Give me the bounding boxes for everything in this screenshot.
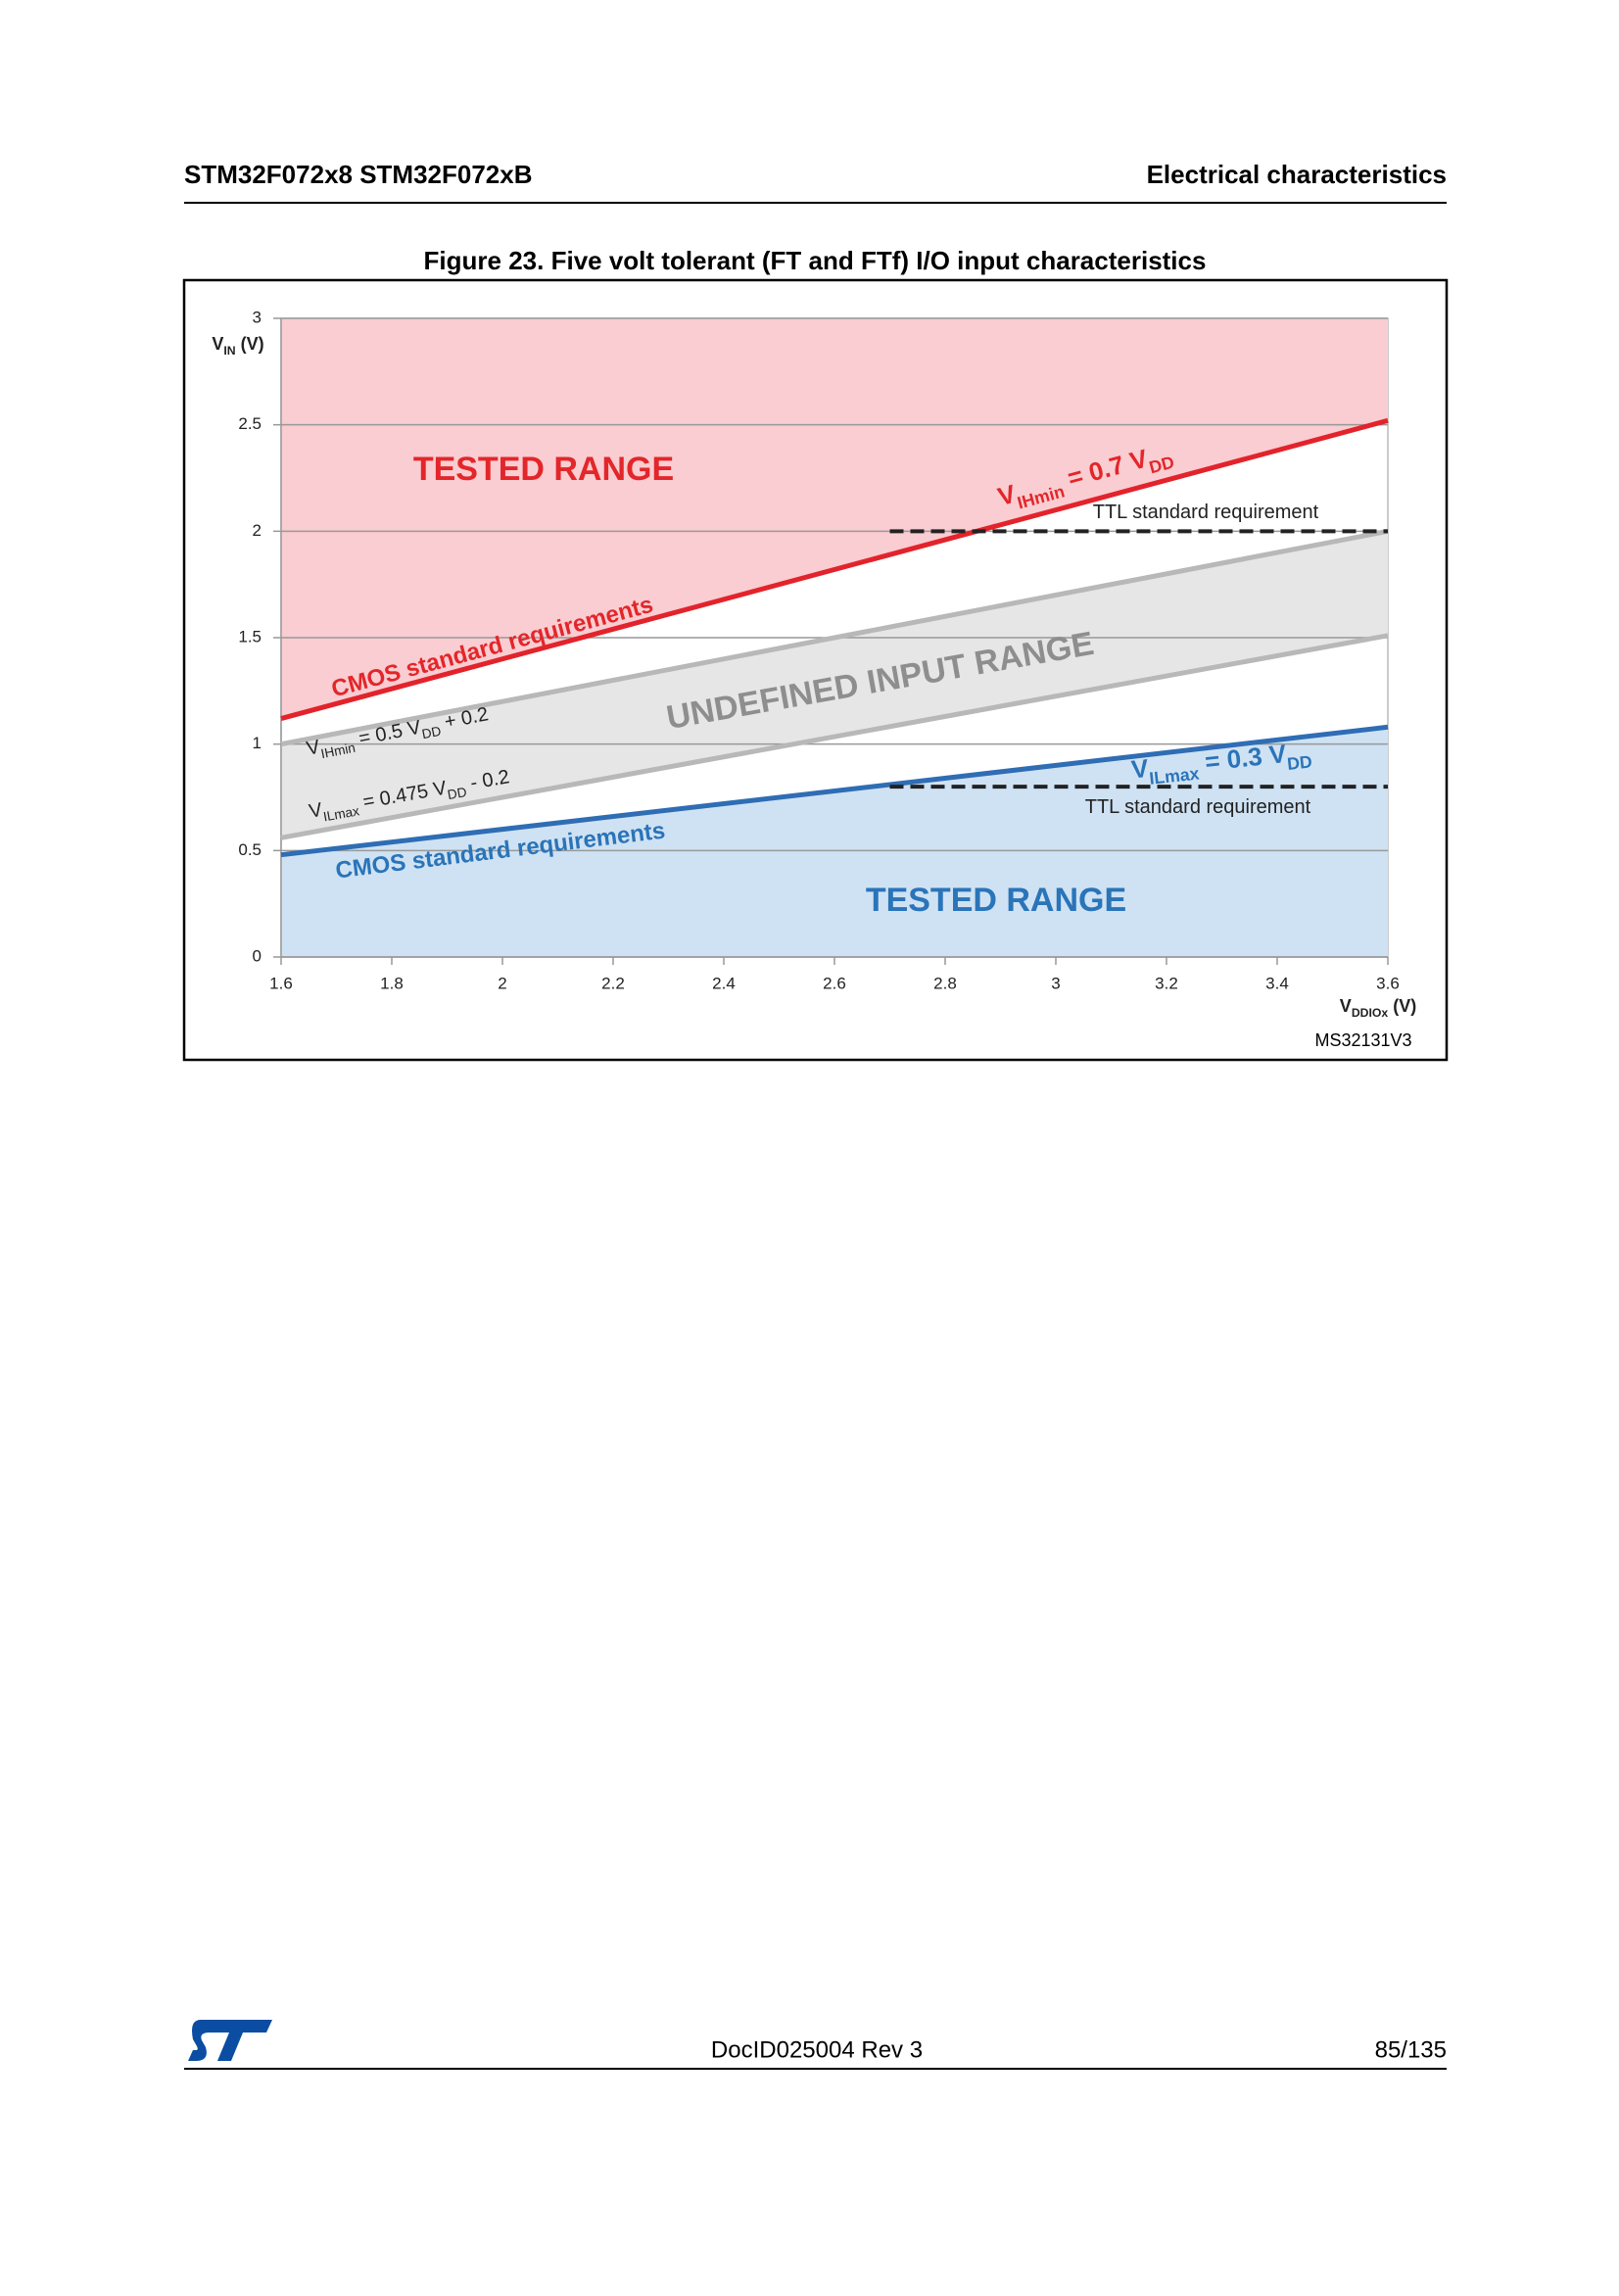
logo-shape xyxy=(188,2020,272,2061)
annotation-part: TESTED RANGE xyxy=(413,451,674,488)
region-fill xyxy=(281,318,1388,719)
annotation-sub: DD xyxy=(1286,751,1313,774)
annotation-part: V xyxy=(1130,753,1151,785)
header-right: Electrical characteristics xyxy=(1147,160,1447,189)
y-tick-label: 2.5 xyxy=(238,414,262,433)
x-axis-label: VDDIOx (V) xyxy=(1340,996,1416,1020)
y-axis-label-sub: IN xyxy=(223,344,235,358)
annotation-sub: DD xyxy=(447,785,468,802)
series-line xyxy=(280,724,1389,858)
x-tick-label: 2.8 xyxy=(933,974,957,992)
x-tick-label: 1.6 xyxy=(269,974,293,992)
figure-caption: Figure 23. Five volt tolerant (FT and FT… xyxy=(424,246,1207,275)
y-tick-label: 0.5 xyxy=(238,840,262,859)
x-tick-label: 2.4 xyxy=(712,974,736,992)
x-axis-label-part: V xyxy=(1340,996,1352,1016)
figure-code: MS32131V3 xyxy=(1314,1030,1411,1050)
y-axis-label-part: V xyxy=(212,334,223,354)
region-fill xyxy=(281,531,1388,838)
annotation-part: TTL standard requirement xyxy=(1093,502,1319,523)
x-axis-label-part: (V) xyxy=(1388,996,1416,1016)
footer-page: 85/135 xyxy=(1375,2036,1447,2063)
annotation-part: TESTED RANGE xyxy=(866,882,1126,919)
plot: 0 0.5 1 1.5 2 2.5 3 1.6 1.8 2 2.2 2.4 2.6 2.8 3 3.2 3.4 3… xyxy=(212,308,1416,1020)
x-tick-label: 3 xyxy=(1051,974,1060,992)
annotation-part: V xyxy=(305,737,322,760)
y-tick-label: 3 xyxy=(253,308,262,326)
y-tick-label: 1 xyxy=(253,734,262,752)
x-tick-label: 3.2 xyxy=(1155,974,1178,992)
x-tick-label: 1.8 xyxy=(380,974,404,992)
series-line xyxy=(280,417,1389,722)
annotation: TTL standard requirement xyxy=(1085,796,1311,818)
st-logo xyxy=(188,2020,272,2061)
series-line xyxy=(280,528,1389,747)
y-tick-label: 1.5 xyxy=(238,627,262,646)
footer-doc-id: DocID025004 Rev 3 xyxy=(711,2036,923,2063)
y-tick-label: 2 xyxy=(253,521,262,540)
x-tick-label: 3.6 xyxy=(1376,974,1400,992)
annotation-part: TTL standard requirement xyxy=(1085,796,1311,818)
region-fill xyxy=(281,727,1388,957)
annotation-sub: ILmax xyxy=(322,803,360,824)
y-axis-label: VIN (V) xyxy=(212,334,263,358)
x-tick-label: 2.2 xyxy=(601,974,625,992)
annotation-sub: DD xyxy=(420,724,442,742)
series-line xyxy=(280,633,1389,840)
annotation-sub: IHmin xyxy=(319,741,357,761)
annotation: VILmax = 0.3 VDD xyxy=(1130,736,1313,789)
annotation: TESTED RANGE xyxy=(413,451,674,488)
annotation-part: V xyxy=(308,799,325,823)
x-tick-label: 3.4 xyxy=(1265,974,1289,992)
header-left: STM32F072x8 STM32F072xB xyxy=(184,160,533,189)
x-tick-label: 2 xyxy=(498,974,506,992)
annotation: TTL standard requirement xyxy=(1093,502,1319,523)
y-axis-label-part: (V) xyxy=(236,334,264,354)
x-tick-label: 2.6 xyxy=(823,974,846,992)
y-tick-label: 0 xyxy=(253,946,262,965)
x-axis-label-sub: DDIOx xyxy=(1352,1006,1389,1020)
annotation: TESTED RANGE xyxy=(866,882,1126,919)
